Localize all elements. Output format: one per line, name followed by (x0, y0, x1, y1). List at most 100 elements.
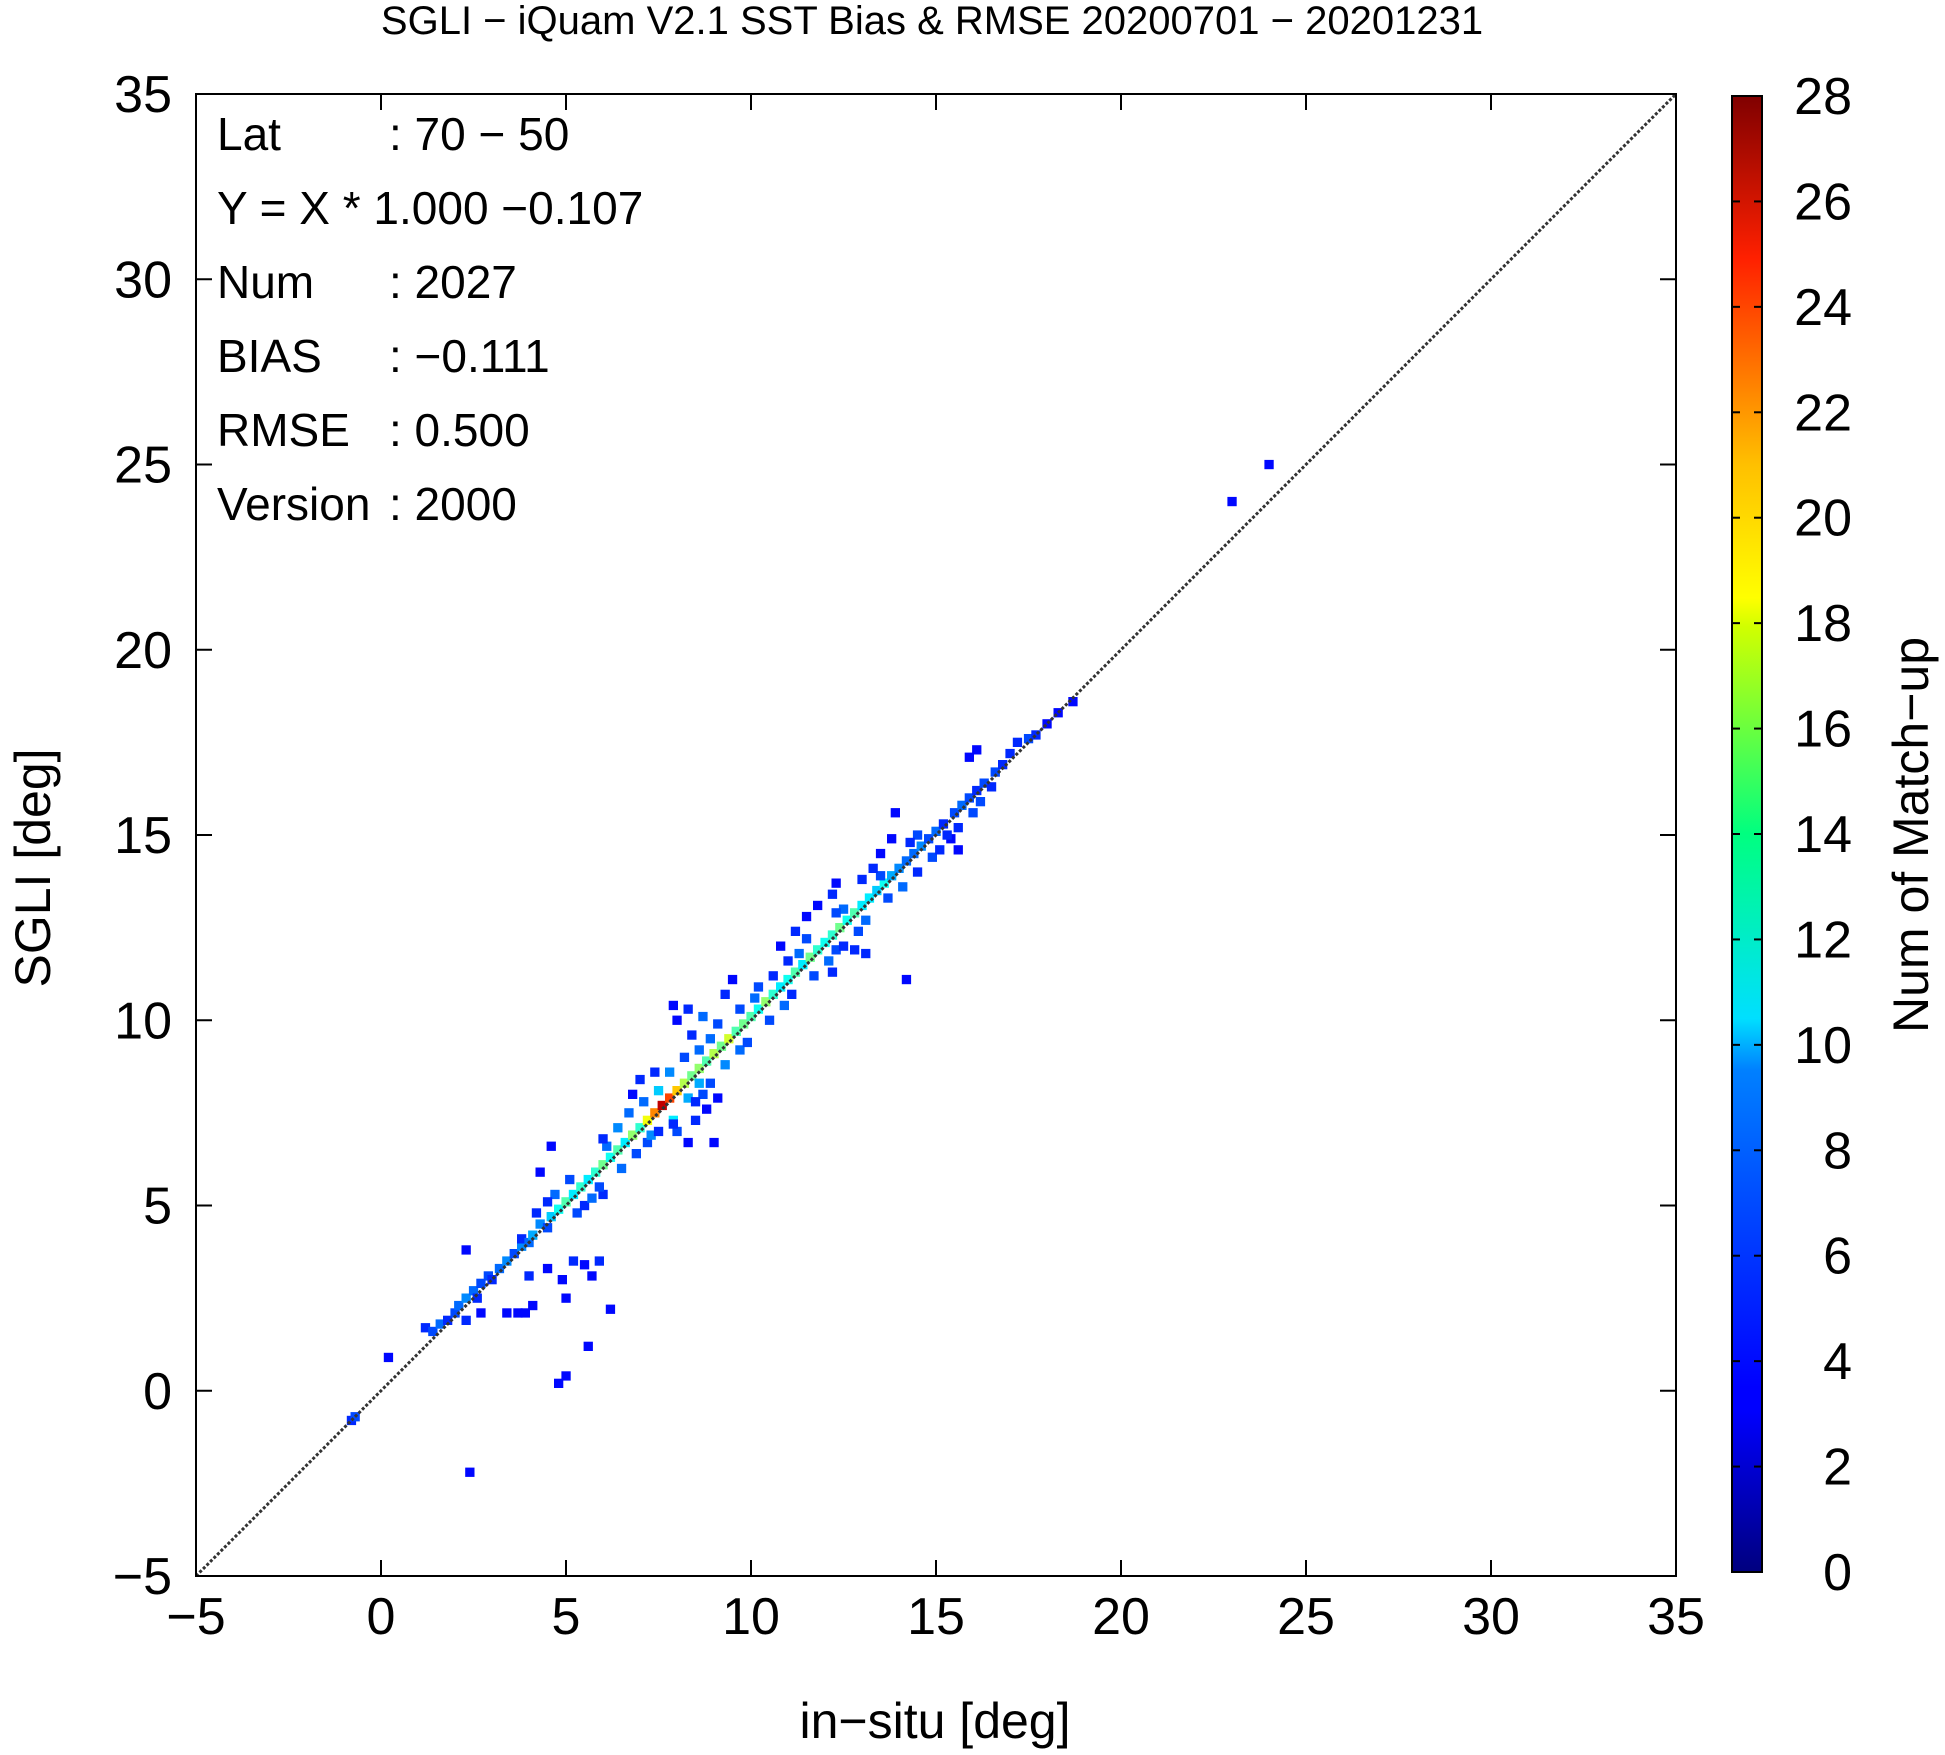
density-cell (894, 863, 904, 873)
density-cell (579, 1200, 590, 1211)
density-cell (642, 1115, 653, 1125)
density-cell (465, 1467, 475, 1477)
stat-value: : 2000 (389, 478, 517, 530)
density-cell (476, 1278, 486, 1288)
density-cell (598, 1134, 608, 1144)
density-cell (542, 1223, 553, 1233)
density-cell (583, 1341, 593, 1351)
density-cell (591, 1167, 601, 1177)
colorbar-tick-label: 8 (1823, 1122, 1852, 1180)
density-cell (935, 845, 945, 855)
density-cell (986, 782, 997, 792)
density-cell (1005, 748, 1015, 759)
density-cell (420, 1323, 431, 1333)
stat-value: : 0.500 (389, 404, 530, 456)
density-cell (542, 1263, 553, 1274)
density-cell (972, 745, 982, 755)
density-cell (535, 1167, 545, 1177)
density-cell (883, 893, 893, 903)
density-cell (827, 967, 838, 977)
density-cell (383, 1352, 394, 1363)
density-cell (875, 848, 886, 859)
density-cell (546, 1212, 556, 1222)
density-cell (598, 1160, 608, 1170)
density-cell (461, 1245, 471, 1255)
density-cell (565, 1174, 575, 1185)
density-cell (724, 1034, 734, 1044)
density-cell (753, 1004, 764, 1014)
density-cell (716, 1041, 727, 1051)
one-to-one-line (194, 92, 1678, 1578)
density-cell (720, 989, 730, 999)
colorbar-tick-label: 26 (1794, 173, 1852, 231)
density-cell (668, 1000, 678, 1011)
density-cell (1042, 719, 1052, 729)
density-cell (824, 956, 834, 966)
density-cell (561, 1293, 571, 1303)
density-cell (502, 1256, 512, 1266)
density-cell (783, 974, 793, 985)
density-cell (798, 960, 808, 970)
density-cell (794, 948, 804, 959)
density-cell (953, 823, 963, 833)
density-cell (1023, 734, 1034, 744)
density-cell (583, 1174, 593, 1185)
density-cell (776, 941, 786, 951)
density-cell (561, 1371, 571, 1381)
density-cell (579, 1260, 590, 1270)
density-cell (702, 1104, 712, 1114)
x-tick-label: −5 (166, 1588, 225, 1646)
density-cell (953, 845, 963, 855)
density-cell (879, 878, 889, 888)
density-cell (868, 863, 878, 873)
y-tick-label: 0 (143, 1363, 172, 1421)
density-cell (594, 1256, 604, 1266)
density-cell (672, 1126, 682, 1137)
stat-key: RMSE (217, 404, 350, 456)
density-cell (790, 967, 801, 977)
density-cell (509, 1249, 519, 1259)
density-cell (557, 1275, 567, 1285)
stat-value: : −0.111 (389, 330, 550, 382)
density-cell (761, 997, 771, 1007)
density-cell (683, 1093, 693, 1103)
density-cell (809, 971, 819, 981)
density-cell (620, 1137, 630, 1148)
density-cell (513, 1308, 523, 1318)
density-cell (887, 834, 897, 844)
colorbar-tick-label: 4 (1823, 1333, 1852, 1391)
density-cell (942, 830, 952, 840)
density-cell (776, 982, 786, 992)
density-cell (838, 941, 849, 951)
density-cell (683, 1004, 693, 1014)
density-cell (753, 982, 764, 992)
density-cell (694, 1045, 704, 1055)
density-cell (1227, 496, 1237, 507)
density-cell (924, 834, 934, 844)
stat-key: BIAS (217, 330, 322, 382)
density-cell (746, 1011, 756, 1022)
density-cell (443, 1315, 453, 1325)
density-cell (972, 785, 982, 796)
density-cell (912, 867, 923, 877)
density-cell (931, 826, 941, 836)
colorbar-tick-label: 18 (1794, 595, 1852, 653)
colorbar-tick-label: 24 (1794, 279, 1852, 337)
density-cell (628, 1089, 638, 1099)
density-cell (787, 989, 797, 999)
y-tick-label: 15 (114, 807, 172, 865)
density-cell (709, 1137, 719, 1148)
density-cell (813, 900, 823, 911)
density-cell (650, 1067, 660, 1077)
density-cell (927, 852, 937, 862)
density-cell (461, 1315, 471, 1325)
density-cell (820, 937, 830, 948)
density-cell (901, 856, 912, 866)
colorbar-tick-label: 22 (1794, 384, 1852, 442)
density-cell (428, 1326, 438, 1337)
density-cell (494, 1263, 505, 1274)
density-cell (576, 1182, 586, 1192)
density-cell (472, 1293, 482, 1303)
